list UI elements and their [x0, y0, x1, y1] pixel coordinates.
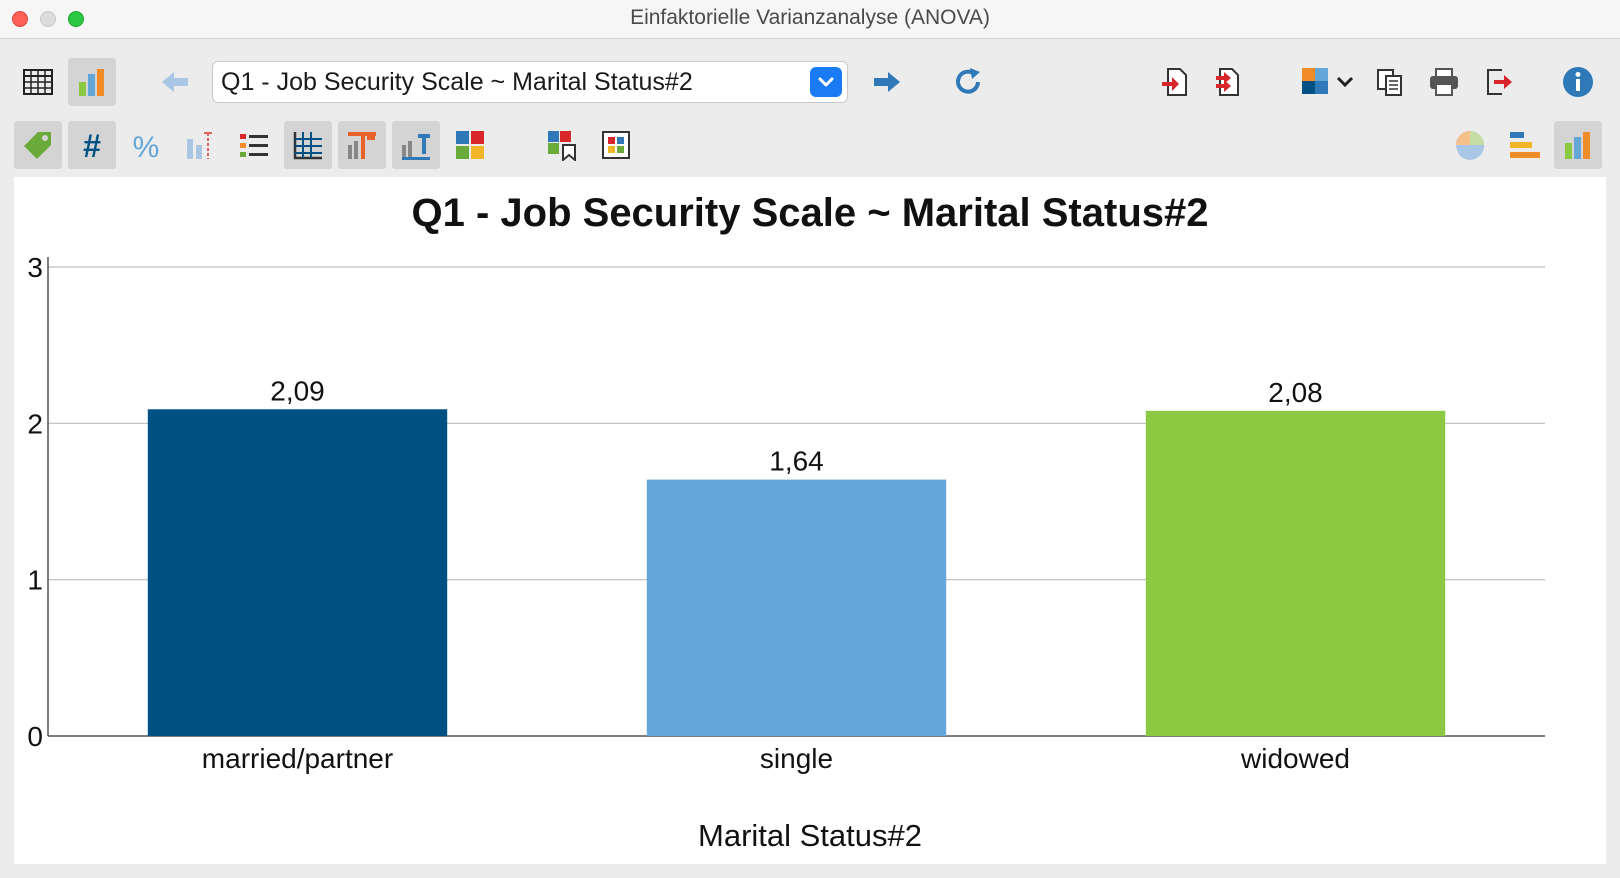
info-button[interactable]	[1554, 58, 1602, 106]
minimize-window-button[interactable]	[40, 11, 56, 27]
chart-view-icon	[79, 69, 104, 96]
bookmark-chart-icon	[548, 131, 576, 161]
axis-title-icon	[402, 134, 430, 160]
data-label: 2,08	[1268, 377, 1323, 408]
y-tick-label: 3	[27, 252, 43, 283]
labels-button[interactable]	[14, 121, 62, 169]
bar-single	[646, 479, 947, 736]
maximize-window-button[interactable]	[68, 11, 84, 27]
print-button[interactable]	[1420, 58, 1468, 106]
close-window-button[interactable]	[12, 11, 28, 27]
list-icon	[240, 134, 268, 157]
info-icon	[1563, 67, 1593, 97]
table-view-button[interactable]	[14, 58, 62, 106]
x-tick-label: single	[760, 743, 833, 774]
chart-title-button[interactable]	[338, 121, 386, 169]
y-tick-label: 2	[27, 408, 43, 439]
back-button[interactable]	[150, 58, 198, 106]
svg-text:%: %	[133, 131, 160, 161]
y-tick-label: 1	[27, 565, 43, 596]
legend-button[interactable]	[230, 121, 278, 169]
axis-title-button[interactable]	[392, 121, 440, 169]
x-tick-label: married/partner	[202, 743, 393, 774]
bar-married	[147, 409, 448, 736]
y-tick-label: 0	[27, 721, 43, 752]
gridlines-button[interactable]	[284, 121, 332, 169]
window-title: Einfaktorielle Varianzanalyse (ANOVA)	[630, 6, 990, 29]
dropdown-chevron-icon[interactable]	[810, 67, 842, 97]
puzzle-icon	[1302, 68, 1354, 94]
chart-frame-button[interactable]	[592, 121, 640, 169]
import-button[interactable]	[1152, 58, 1200, 106]
percent-icon: %	[133, 131, 160, 161]
import-icon	[1162, 68, 1187, 96]
copy-button[interactable]	[1366, 58, 1414, 106]
export-icon	[1216, 68, 1239, 96]
refresh-icon	[956, 68, 980, 94]
export-button[interactable]	[1204, 58, 1252, 106]
bar-widowed	[1145, 410, 1446, 736]
x-axis-title: Marital Status#2	[698, 818, 922, 853]
back-arrow-icon	[162, 72, 188, 92]
vertical-bar-icon	[1565, 132, 1590, 159]
refresh-button[interactable]	[944, 58, 992, 106]
table-view-icon	[23, 69, 53, 95]
color-palette-icon	[456, 131, 484, 159]
print-icon	[1430, 68, 1458, 96]
forward-button[interactable]	[864, 58, 912, 106]
chart-template-button[interactable]	[538, 121, 586, 169]
analysis-selector-value: Q1 - Job Security Scale ~ Marital Status…	[221, 68, 693, 96]
frame-chart-icon	[602, 131, 630, 159]
analysis-selector[interactable]: Q1 - Job Security Scale ~ Marital Status…	[212, 61, 848, 103]
bar-chart: 0 1 2 3 2,09 married/partner 1,64 single 2,08 wi…	[27, 252, 1545, 853]
chart-view-button[interactable]	[68, 58, 116, 106]
forward-arrow-icon	[874, 72, 900, 92]
copy-icon	[1377, 69, 1402, 96]
error-bar-icon	[187, 132, 212, 159]
exit-icon	[1487, 69, 1512, 95]
exit-button[interactable]	[1476, 58, 1524, 106]
number-icon: #	[83, 129, 101, 161]
chart-title: Q1 - Job Security Scale ~ Marital Status…	[411, 191, 1209, 235]
data-label: 1,64	[769, 446, 824, 477]
vertical-bar-button[interactable]	[1554, 121, 1602, 169]
grid-lines-icon	[293, 132, 322, 160]
chart-panel: Q1 - Job Security Scale ~ Marital Status…	[14, 177, 1606, 864]
error-bars-button[interactable]	[176, 121, 224, 169]
horizontal-bar-icon	[1510, 132, 1540, 158]
pie-chart-icon	[1456, 131, 1485, 160]
x-tick-label: widowed	[1240, 743, 1350, 774]
data-label: 2,09	[270, 375, 325, 406]
show-percent-button[interactable]: %	[122, 121, 170, 169]
chart-colors-button[interactable]	[446, 121, 494, 169]
smart-publisher-button[interactable]	[1292, 58, 1364, 106]
title-chart-icon	[348, 132, 376, 159]
show-numbers-button[interactable]: #	[68, 121, 116, 169]
svg-text:#: #	[83, 129, 101, 161]
horizontal-bar-button[interactable]	[1500, 121, 1548, 169]
tag-icon	[24, 132, 51, 159]
title-bar: Einfaktorielle Varianzanalyse (ANOVA)	[0, 0, 1620, 39]
pie-chart-button[interactable]	[1446, 121, 1494, 169]
